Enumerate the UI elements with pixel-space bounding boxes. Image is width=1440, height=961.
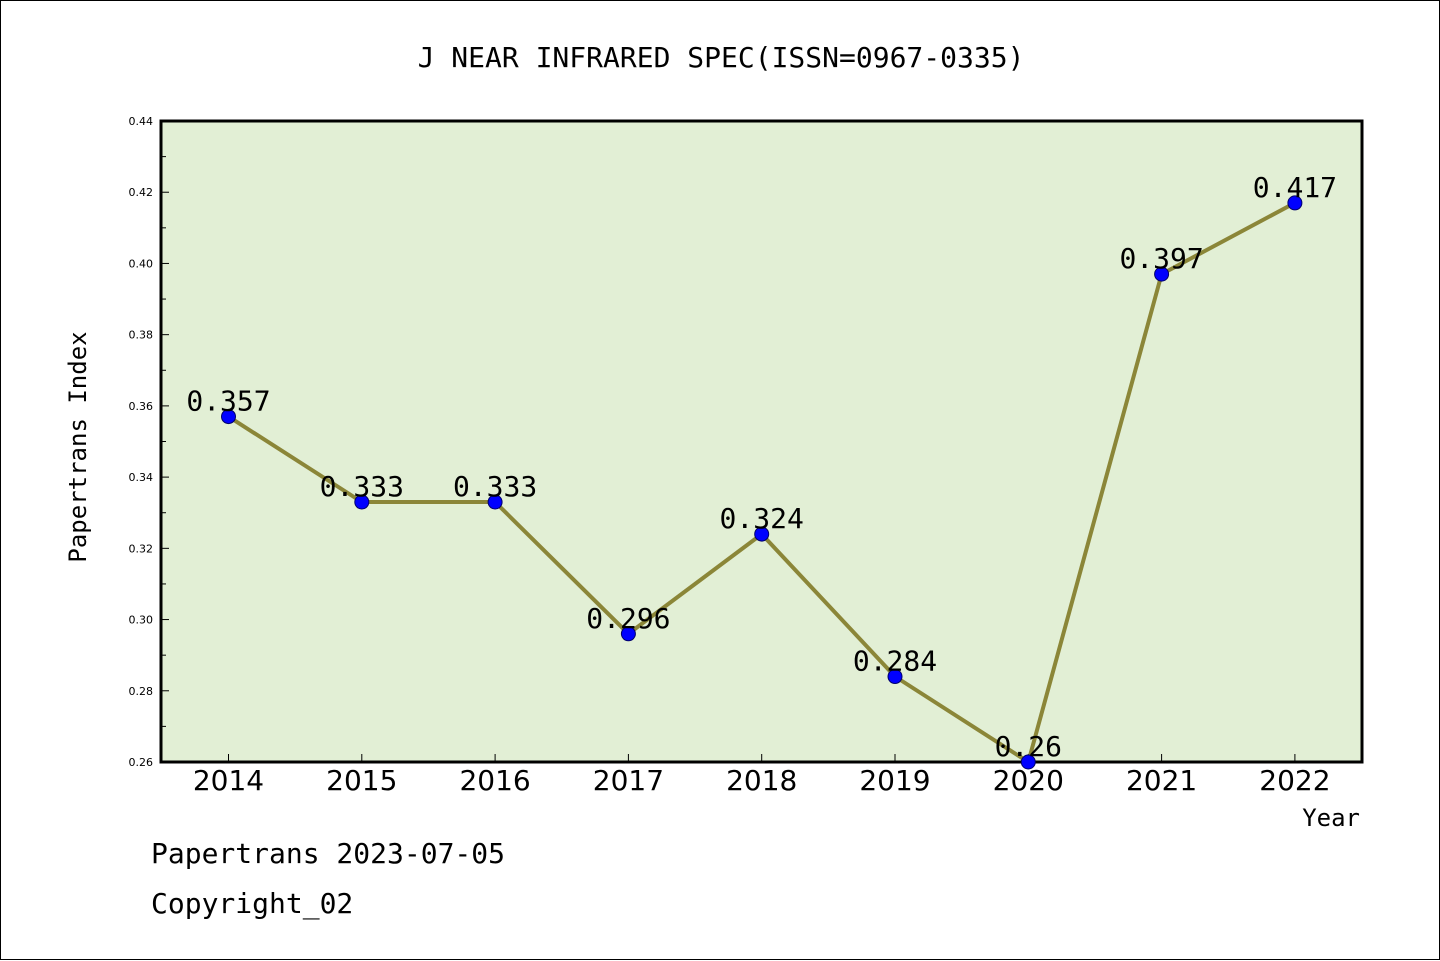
x-tick-label: 2016 [459,764,530,797]
x-tick-label: 2019 [859,764,930,797]
data-label: 0.357 [186,385,270,418]
x-tick-label: 2018 [726,764,797,797]
data-label: 0.333 [320,470,404,503]
data-label: 0.417 [1253,171,1337,204]
footer-date: Papertrans 2023-07-05 [151,837,506,870]
x-tick-label: 2014 [193,764,264,797]
data-label: 0.333 [453,470,537,503]
data-label: 0.26 [995,730,1062,763]
data-label: 0.397 [1119,242,1203,275]
data-point [754,526,770,542]
y-axis: 0.26 0.28 0.30 0.32 0.34 0.36 0.38 0.40 0.42 0.44 [129,115,169,769]
y-tick-label: 0.28 [129,685,154,698]
y-tick-label: 0.36 [129,400,154,413]
data-point [354,494,370,510]
y-tick-label: 0.44 [129,115,154,128]
y-tick-label: 0.40 [129,257,154,270]
data-point [487,494,503,510]
data-point [1020,754,1036,770]
data-label: 0.284 [853,645,937,678]
data-point [620,626,636,642]
y-tick-label: 0.32 [129,542,154,555]
x-axis: 2014 2015 2016 2017 2018 2019 2020 2021 2022 [193,754,1331,797]
x-tick-label: 2021 [1126,764,1197,797]
data-point [887,669,903,685]
y-tick-label: 0.26 [129,756,154,769]
y-tick-label: 0.30 [129,614,154,627]
footer-copyright: Copyright_02 [151,887,354,920]
y-axis-label: Papertrans Index [64,331,92,562]
data-point [1154,266,1170,282]
y-tick-label: 0.42 [129,186,154,199]
x-tick-label: 2015 [326,764,397,797]
x-axis-label: Year [1302,804,1360,832]
chart-title: J NEAR INFRARED SPEC(ISSN=0967-0335) [418,41,1025,74]
data-point [221,409,236,425]
data-label: 0.296 [586,602,670,635]
y-tick-label: 0.38 [129,329,154,342]
x-tick-label: 2022 [1259,764,1330,797]
data-point [1287,195,1303,211]
data-label: 0.324 [720,502,804,535]
y-tick-label: 0.34 [129,471,154,484]
plot-area [159,119,1364,764]
series-line-group: 0.357 0.333 0.333 0.296 0.324 0.284 0.26 0.397 0… [186,171,1337,770]
x-tick-label: 2017 [593,764,664,797]
